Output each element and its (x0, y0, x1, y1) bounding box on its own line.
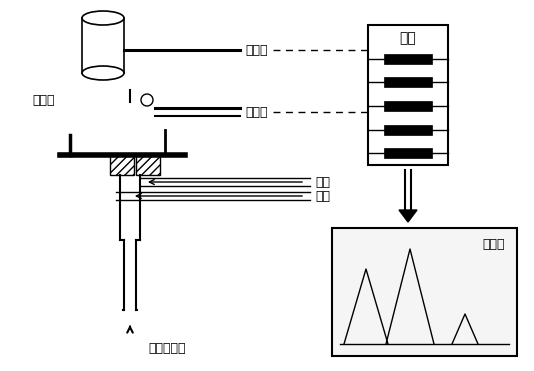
Bar (384, 101, 432, 111)
Bar (384, 125, 432, 135)
Bar (368, 25, 448, 165)
Bar (82, 18, 124, 73)
Text: 富氧焰: 富氧焰 (33, 93, 55, 106)
Bar (384, 148, 432, 158)
Bar (384, 54, 432, 64)
Text: 收集极: 收集极 (245, 43, 268, 56)
Bar (110, 155, 134, 175)
Text: 空气: 空气 (315, 175, 330, 188)
Polygon shape (399, 210, 417, 222)
Text: 色谱图: 色谱图 (483, 239, 505, 252)
Ellipse shape (82, 11, 124, 25)
Bar (384, 78, 432, 88)
Ellipse shape (82, 66, 124, 80)
Text: 载气和样品: 载气和样品 (148, 341, 185, 355)
Text: 电路: 电路 (399, 31, 417, 45)
Text: 氢气: 氢气 (315, 190, 330, 203)
Bar (332, 228, 517, 356)
Bar (136, 155, 160, 175)
Text: 极化极: 极化极 (245, 105, 268, 118)
